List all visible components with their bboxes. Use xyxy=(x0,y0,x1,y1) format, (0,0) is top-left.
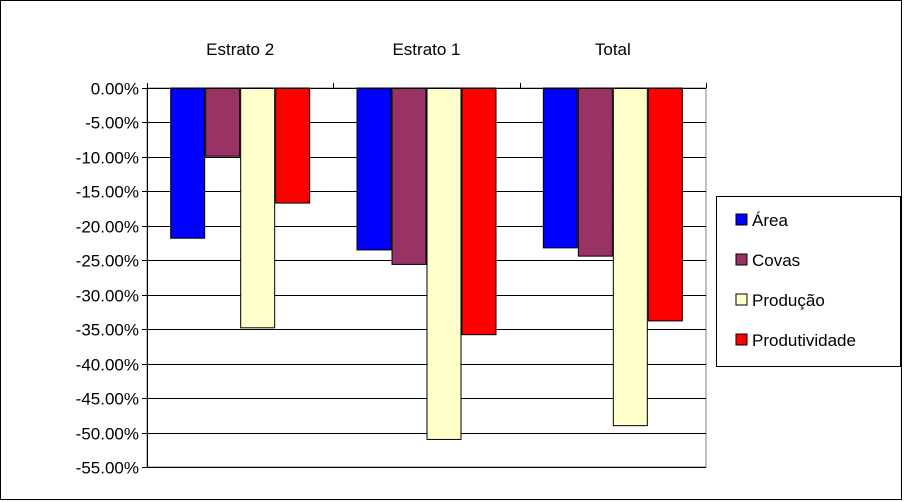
y-tick-label: -20.00% xyxy=(76,218,139,237)
category-label: Estrato 2 xyxy=(206,40,274,59)
y-tick-label: -45.00% xyxy=(76,390,139,409)
legend-label: Produtividade xyxy=(752,331,856,350)
bar xyxy=(205,87,241,157)
bar xyxy=(461,87,497,336)
y-tick-label: -50.00% xyxy=(76,425,139,444)
bars xyxy=(170,87,683,440)
bar xyxy=(356,87,392,251)
legend-swatch xyxy=(735,253,748,266)
y-axis: 0.00% -5.00% -10.00% -15.00% -20.00% -25.00% -… xyxy=(76,80,148,478)
legend: Área Covas Produção Produtividade xyxy=(716,196,901,367)
y-tick-label: -5.00% xyxy=(85,114,139,133)
legend-label: Produção xyxy=(752,291,825,310)
legend-swatch xyxy=(735,333,748,346)
y-tick-label: -55.00% xyxy=(76,459,139,478)
y-tick-label: -10.00% xyxy=(76,149,139,168)
bar xyxy=(577,87,613,257)
bar xyxy=(391,87,427,265)
bar xyxy=(647,87,683,322)
y-tick-label: -35.00% xyxy=(76,321,139,340)
y-tick-label: -40.00% xyxy=(76,356,139,375)
y-tick-label: 0.00% xyxy=(91,80,139,99)
y-tick-label: -15.00% xyxy=(76,183,139,202)
legend-label: Covas xyxy=(752,251,800,270)
bar xyxy=(170,87,206,239)
x-axis: Estrato 2 Estrato 1 Total xyxy=(147,40,707,89)
bar xyxy=(240,87,276,329)
bar xyxy=(426,87,462,440)
y-tick-label: -25.00% xyxy=(76,252,139,271)
y-tick-label: -30.00% xyxy=(76,287,139,306)
bar xyxy=(275,87,311,204)
category-label: Total xyxy=(595,40,631,59)
legend-swatch xyxy=(735,213,748,226)
bar xyxy=(612,87,648,427)
category-label: Estrato 1 xyxy=(392,40,460,59)
bar xyxy=(542,87,578,249)
legend-swatch xyxy=(735,293,748,306)
legend-label: Área xyxy=(752,211,788,230)
